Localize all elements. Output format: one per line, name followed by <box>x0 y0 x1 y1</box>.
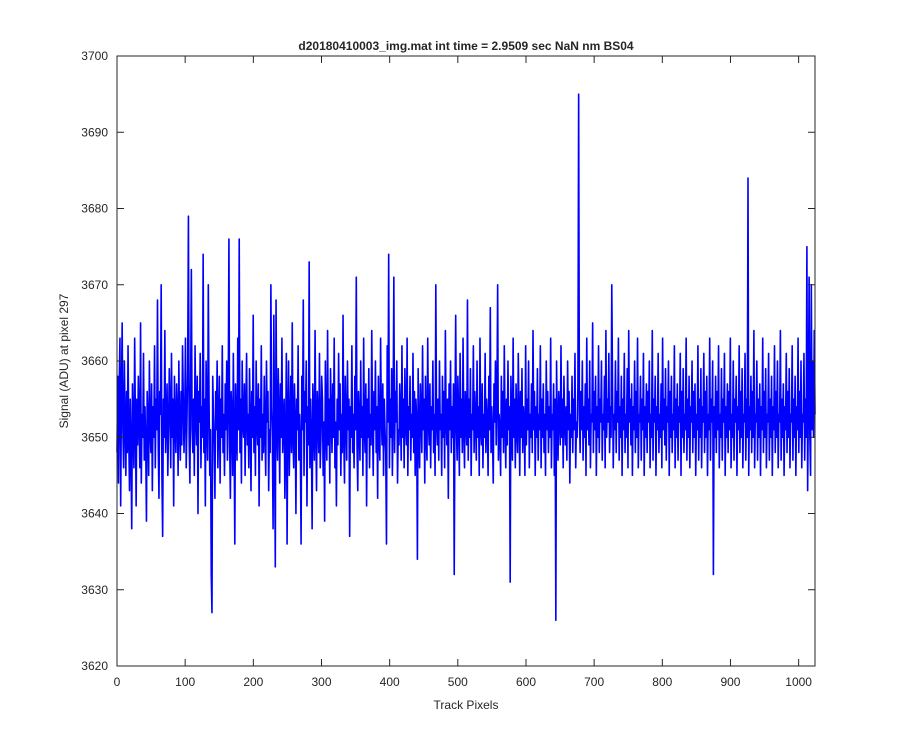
x-tick-label: 600 <box>516 675 536 689</box>
x-tick-label: 1000 <box>785 675 812 689</box>
y-tick-label: 3650 <box>81 430 108 444</box>
y-tick-label: 3630 <box>81 583 108 597</box>
series-line-0 <box>116 93 816 622</box>
y-tick-label: 3670 <box>81 278 108 292</box>
x-axis-label: Track Pixels <box>434 698 499 712</box>
x-tick-label: 100 <box>175 675 195 689</box>
x-tick-label: 700 <box>584 675 604 689</box>
y-axis-ticks: 3620 3630 3640 3650 3660 3670 3680 3690 3700 <box>81 49 815 673</box>
y-tick-label: 3660 <box>81 354 108 368</box>
x-tick-label: 0 <box>114 675 121 689</box>
y-tick-label: 3700 <box>81 49 108 63</box>
y-tick-label: 3690 <box>81 125 108 139</box>
y-tick-label: 3680 <box>81 202 108 216</box>
y-tick-label: 3620 <box>81 659 108 673</box>
series-layer <box>116 93 816 622</box>
y-axis-label: Signal (ADU) at pixel 297 <box>57 293 71 428</box>
x-tick-label: 500 <box>448 675 468 689</box>
x-tick-label: 300 <box>311 675 331 689</box>
x-tick-label: 800 <box>652 675 672 689</box>
x-tick-label: 900 <box>720 675 740 689</box>
x-tick-label: 200 <box>243 675 263 689</box>
x-tick-label: 400 <box>380 675 400 689</box>
chart-title: d20180410003_img.mat int time = 2.9509 s… <box>298 39 634 53</box>
y-tick-label: 3640 <box>81 507 108 521</box>
x-axis-ticks: 0 100 200 300 400 500 600 700 800 900 1000 <box>114 56 812 689</box>
